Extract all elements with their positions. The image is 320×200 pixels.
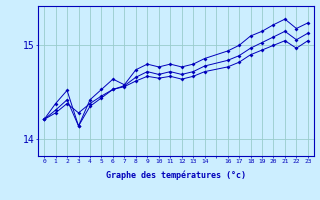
X-axis label: Graphe des températures (°c): Graphe des températures (°c) [106,170,246,180]
